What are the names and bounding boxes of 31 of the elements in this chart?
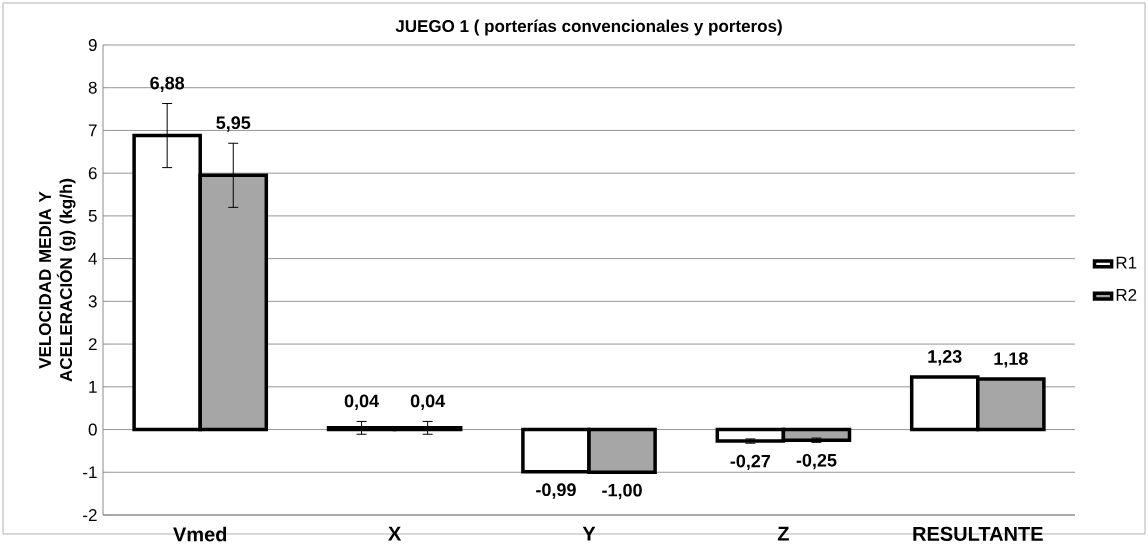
x-tick-label: Y xyxy=(582,526,596,541)
data-label: -0,99 xyxy=(536,483,576,499)
y-tick-label: 3 xyxy=(88,295,97,308)
legend-label: R2 xyxy=(1116,289,1137,301)
chart-title: JUEGO 1 ( porterías convencionales y porteros) xyxy=(395,19,782,36)
y-tick-label: 0 xyxy=(88,423,97,436)
data-label: -0,25 xyxy=(796,453,837,470)
y-tick-label: 2 xyxy=(88,338,97,351)
y-axis-title: VELOCIDAD MEDIA Y ACELERACIÓN (g) (kg/h) xyxy=(39,178,76,382)
x-tick-label: X xyxy=(388,526,402,541)
data-label: 0,04 xyxy=(344,394,379,410)
data-label: 0,04 xyxy=(410,394,446,410)
legend-label: R1 xyxy=(1116,256,1137,269)
x-tick-label: Z xyxy=(777,526,789,541)
data-label: 6,88 xyxy=(150,76,185,93)
data-label: 5,95 xyxy=(216,116,251,132)
y-tick-label: 7 xyxy=(88,124,97,137)
y-tick-label: 9 xyxy=(88,39,97,52)
y-tick-label: -2 xyxy=(83,509,97,522)
x-tick-label: RESULTANTE xyxy=(913,526,1043,542)
y-tick-label: 8 xyxy=(88,81,97,94)
x-tick-label: Vmed xyxy=(173,526,227,542)
y-tick-label: 6 xyxy=(88,167,97,180)
y-tick-label: -1 xyxy=(83,466,97,479)
data-label: -0,27 xyxy=(730,454,771,471)
data-label: -1,00 xyxy=(602,483,642,500)
y-tick-label: 1 xyxy=(89,381,97,393)
y-tick-label: 5 xyxy=(88,210,97,222)
data-label: 1,18 xyxy=(994,352,1028,368)
y-tick-label: 4 xyxy=(88,252,97,265)
data-label: 1,23 xyxy=(928,350,962,366)
